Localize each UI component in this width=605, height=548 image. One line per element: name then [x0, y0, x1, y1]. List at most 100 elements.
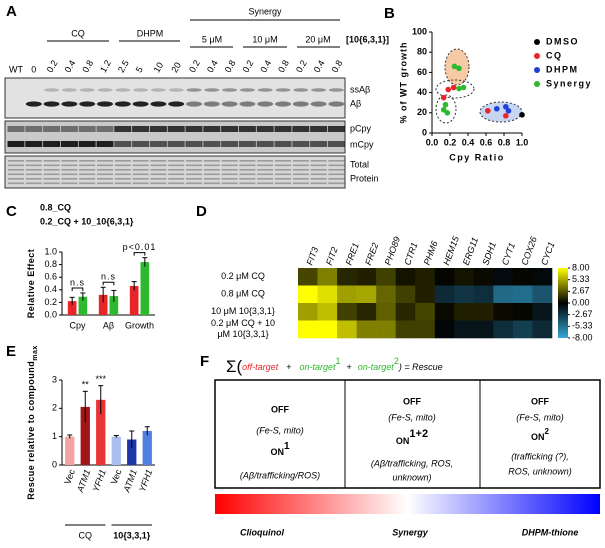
lane-label: 0.2 [45, 58, 60, 74]
point [460, 84, 467, 91]
lane-label: 2.5 [116, 58, 131, 74]
heat-cell [356, 320, 377, 339]
blot-band [96, 126, 114, 132]
heat-cell [376, 268, 396, 286]
blot-band [79, 88, 95, 92]
heat-cell [532, 303, 553, 321]
y-axis-label: Relative Effect [26, 249, 36, 319]
off-label: OFF [531, 396, 549, 406]
lane-label: 0.4 [63, 58, 78, 74]
blot-band [310, 173, 327, 176]
on-detail: (Aβ/trafficking/ROS) [240, 470, 320, 480]
x-tick-label: 0.8 [498, 137, 511, 147]
blot-band [221, 126, 239, 132]
blot-band [168, 88, 184, 92]
legend-label: DMSO [546, 36, 579, 46]
group-label: 5 μM [202, 34, 222, 44]
bar [80, 406, 90, 465]
column-label: HEM15 [441, 234, 461, 267]
colorbar-label: -8.00 [572, 332, 593, 342]
colorbar [558, 268, 568, 338]
x-tick-label: 0.6 [480, 137, 493, 147]
point [505, 107, 512, 114]
blot-band [292, 173, 309, 176]
x-tick-label: 0.0 [426, 137, 439, 147]
blot-panel [4, 77, 346, 119]
y-tick-label: 80 [417, 47, 427, 57]
blot-band [257, 178, 274, 180]
blot-band [61, 169, 78, 171]
heat-cell [415, 303, 436, 321]
heat-cell [454, 320, 475, 339]
on-sup: 1+2 [409, 428, 428, 440]
blot-band [328, 160, 345, 162]
on-detail: (trafficking (?), [511, 451, 569, 461]
blot-band [239, 164, 256, 167]
blot-band [79, 164, 96, 167]
heat-cell [317, 268, 338, 286]
on-label: ON2 [531, 427, 550, 442]
blot-band [97, 169, 113, 171]
blot-band [132, 160, 149, 162]
legend-marker [534, 53, 540, 59]
lane-label: 20 [169, 61, 183, 75]
blot-band [61, 164, 78, 167]
blot-band [61, 160, 78, 162]
blot-band [310, 178, 327, 180]
x-tick-label: 1.0 [516, 137, 529, 147]
column-label: FRE2 [363, 241, 380, 266]
group-label: CQ [71, 28, 85, 38]
blot-band [186, 173, 202, 176]
blot-band [114, 164, 131, 167]
blot-band [79, 182, 96, 185]
blot-band [168, 173, 185, 176]
blot-band [275, 101, 291, 107]
heat-cell [512, 268, 533, 286]
formula: Σ(off-target + on-target1+ on-target2) = Re… [226, 356, 443, 376]
on-text: ON [270, 447, 284, 457]
heat-cell [532, 285, 553, 304]
blot-band [97, 164, 113, 167]
blot-band [114, 126, 132, 132]
y-axis-label-text: Relative Effect [26, 249, 36, 319]
bar [67, 301, 77, 315]
bar [65, 436, 75, 465]
blot-band [310, 126, 328, 132]
formula-part: + [347, 362, 352, 372]
annotation: *** [95, 374, 106, 384]
blot-band [328, 178, 345, 180]
blot-band [185, 141, 203, 147]
lane-label: WT [9, 64, 23, 74]
blot-band [150, 88, 166, 92]
annotation: n.s [101, 272, 116, 282]
blot-band [25, 173, 42, 176]
point [442, 101, 449, 108]
blot-band [132, 141, 150, 147]
blot-band [79, 101, 96, 107]
colorbar-label: 5.33 [572, 274, 590, 284]
y-axis-label: % of WT growth [398, 42, 408, 124]
blot-band [168, 178, 185, 180]
point [503, 113, 509, 119]
blot-panel [4, 120, 346, 154]
blot-band [275, 178, 291, 180]
legend-label: CQ [546, 50, 563, 60]
blot-band [167, 126, 185, 132]
heat-cell [473, 320, 494, 339]
point [503, 103, 509, 110]
blot-band [310, 160, 327, 162]
y-tick-label: 0.4 [44, 284, 57, 294]
blot-band [186, 164, 202, 167]
blot-band [149, 141, 167, 147]
heat-cell [493, 320, 514, 339]
blot-band [310, 182, 327, 185]
group-label: CQ [79, 530, 93, 540]
blot-band [132, 182, 149, 185]
blot-band [274, 126, 292, 132]
colorbar-label: -2.67 [572, 309, 593, 319]
x-tick-label: 0.2 [444, 137, 457, 147]
blot-band [239, 173, 256, 176]
column-label: FIT3 [304, 246, 320, 267]
lane-label: 5 [134, 65, 145, 74]
